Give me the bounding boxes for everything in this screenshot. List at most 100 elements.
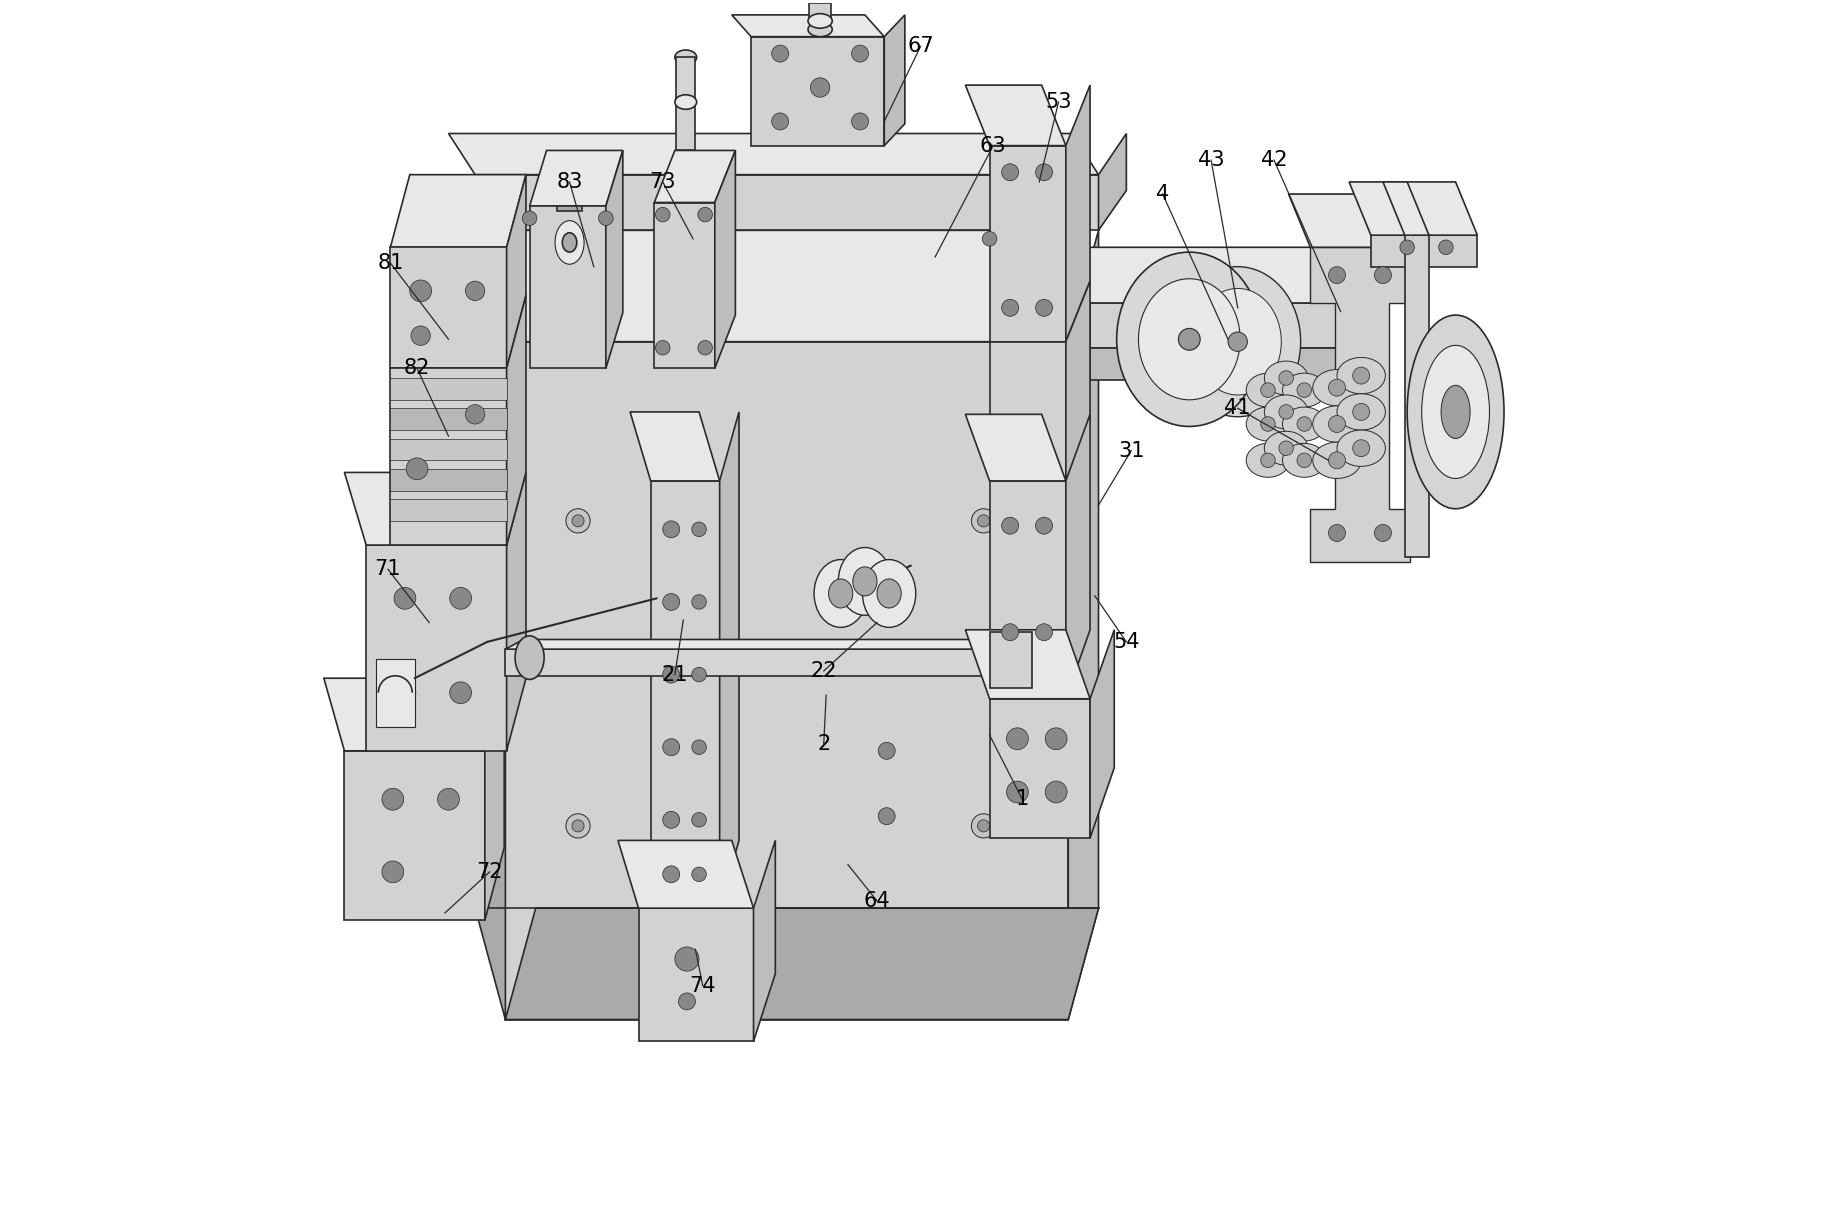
Polygon shape — [390, 499, 506, 520]
Circle shape — [810, 78, 831, 97]
Text: 81: 81 — [377, 253, 404, 274]
Circle shape — [1045, 728, 1067, 749]
Circle shape — [382, 788, 404, 810]
Circle shape — [982, 231, 997, 246]
Polygon shape — [506, 295, 526, 545]
Polygon shape — [474, 230, 506, 1019]
Polygon shape — [474, 175, 1098, 230]
Ellipse shape — [1194, 288, 1281, 395]
Text: 2: 2 — [818, 733, 831, 754]
Text: 22: 22 — [810, 662, 836, 681]
Polygon shape — [485, 679, 504, 921]
Ellipse shape — [1246, 373, 1290, 407]
Ellipse shape — [1337, 394, 1384, 430]
Circle shape — [465, 281, 485, 300]
Polygon shape — [1311, 247, 1410, 562]
Circle shape — [1036, 164, 1052, 181]
Polygon shape — [965, 85, 1065, 146]
Text: 67: 67 — [906, 36, 934, 56]
Text: 21: 21 — [661, 665, 689, 685]
Circle shape — [1002, 517, 1019, 534]
Circle shape — [1279, 405, 1294, 420]
Polygon shape — [506, 640, 1032, 649]
Polygon shape — [639, 908, 753, 1041]
Ellipse shape — [1265, 361, 1309, 395]
Polygon shape — [605, 151, 622, 368]
Text: 73: 73 — [650, 171, 676, 192]
Polygon shape — [506, 649, 1032, 676]
Polygon shape — [653, 203, 714, 368]
Polygon shape — [530, 207, 605, 368]
Circle shape — [676, 947, 700, 972]
Ellipse shape — [1313, 443, 1361, 478]
Circle shape — [567, 508, 591, 533]
Text: 83: 83 — [556, 171, 583, 192]
Text: 42: 42 — [1261, 150, 1287, 170]
Polygon shape — [345, 473, 506, 545]
Ellipse shape — [515, 636, 545, 680]
Polygon shape — [1065, 281, 1089, 480]
Circle shape — [663, 866, 679, 883]
Ellipse shape — [1283, 444, 1325, 477]
Polygon shape — [965, 415, 1065, 480]
Polygon shape — [506, 342, 1069, 1019]
Circle shape — [567, 814, 591, 838]
Text: 41: 41 — [1224, 399, 1252, 418]
Circle shape — [410, 280, 432, 302]
Polygon shape — [1089, 348, 1372, 381]
Ellipse shape — [1337, 358, 1384, 394]
Polygon shape — [629, 412, 720, 480]
Circle shape — [1261, 417, 1276, 432]
Ellipse shape — [1265, 395, 1309, 429]
Polygon shape — [323, 679, 485, 750]
Polygon shape — [449, 134, 1098, 175]
Circle shape — [1279, 371, 1294, 385]
Polygon shape — [809, 2, 831, 21]
Circle shape — [1399, 240, 1414, 254]
Circle shape — [698, 208, 713, 221]
Polygon shape — [751, 36, 884, 146]
Polygon shape — [1098, 134, 1126, 230]
Circle shape — [692, 867, 707, 882]
Polygon shape — [989, 146, 1065, 342]
Circle shape — [438, 788, 460, 810]
Circle shape — [1279, 441, 1294, 456]
Ellipse shape — [1246, 444, 1290, 477]
Ellipse shape — [1421, 345, 1490, 478]
Circle shape — [1006, 781, 1028, 803]
Ellipse shape — [853, 567, 877, 596]
Circle shape — [851, 113, 868, 130]
Circle shape — [1002, 299, 1019, 316]
Ellipse shape — [1283, 407, 1325, 441]
Polygon shape — [390, 378, 506, 400]
Polygon shape — [1069, 247, 1372, 303]
Text: 74: 74 — [689, 975, 716, 996]
Circle shape — [522, 210, 537, 225]
Circle shape — [412, 326, 430, 345]
Text: 72: 72 — [476, 862, 502, 882]
Circle shape — [1329, 266, 1346, 283]
Ellipse shape — [1337, 430, 1384, 467]
Circle shape — [1036, 299, 1052, 316]
Circle shape — [1353, 404, 1370, 421]
Polygon shape — [345, 750, 485, 921]
Circle shape — [1298, 417, 1311, 432]
Ellipse shape — [809, 22, 833, 36]
Circle shape — [1261, 454, 1276, 468]
Circle shape — [1329, 379, 1346, 396]
Polygon shape — [390, 368, 506, 545]
Polygon shape — [1069, 230, 1098, 1019]
Circle shape — [772, 45, 788, 62]
Polygon shape — [1383, 182, 1429, 235]
Circle shape — [679, 993, 696, 1009]
Polygon shape — [714, 151, 735, 368]
Polygon shape — [676, 57, 696, 102]
Ellipse shape — [676, 95, 696, 109]
Circle shape — [978, 514, 989, 527]
Polygon shape — [989, 699, 1089, 838]
Polygon shape — [390, 247, 506, 368]
Ellipse shape — [862, 559, 916, 627]
Circle shape — [1298, 454, 1311, 468]
Ellipse shape — [1265, 432, 1309, 466]
Ellipse shape — [1283, 373, 1325, 407]
